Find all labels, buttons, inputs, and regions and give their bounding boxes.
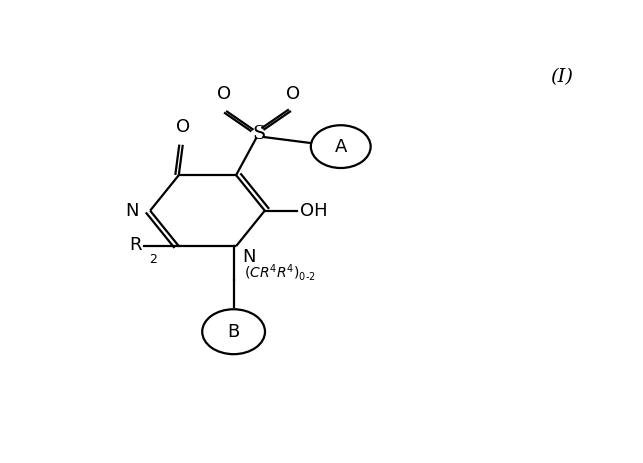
Text: A: A [334,138,347,156]
Text: O: O [286,85,300,103]
Text: O: O [217,85,231,103]
Text: S: S [252,125,265,143]
Text: 2: 2 [149,252,157,266]
Text: B: B [228,323,240,341]
Text: N: N [242,248,255,266]
Text: (I): (I) [550,68,573,86]
Text: $(CR^4R^4)_{0\text{-}2}$: $(CR^4R^4)_{0\text{-}2}$ [244,263,316,283]
Text: R: R [129,236,141,254]
Text: O: O [176,118,190,136]
Text: N: N [125,202,139,219]
Text: OH: OH [300,202,327,219]
